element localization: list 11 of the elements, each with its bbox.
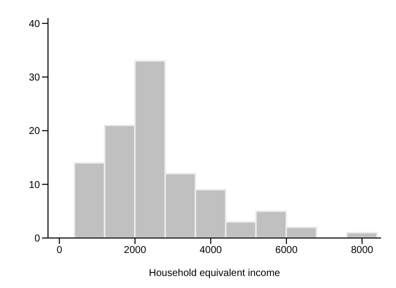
y-tick-label: 20	[28, 126, 40, 138]
x-tick-label: 0	[56, 245, 63, 256]
x-tick-label: 2000	[124, 245, 147, 256]
x-tick-label: 8000	[350, 245, 374, 256]
y-tick-label: 30	[28, 72, 40, 84]
x-tick-label: 6000	[275, 245, 298, 256]
x-tick-label: 4000	[200, 245, 222, 256]
x-axis-title: Household equivalent income	[148, 268, 281, 279]
y-tick-label: 10	[28, 180, 40, 191]
y-tick-label: 40	[28, 18, 40, 30]
y-tick-label: 0	[34, 234, 40, 245]
